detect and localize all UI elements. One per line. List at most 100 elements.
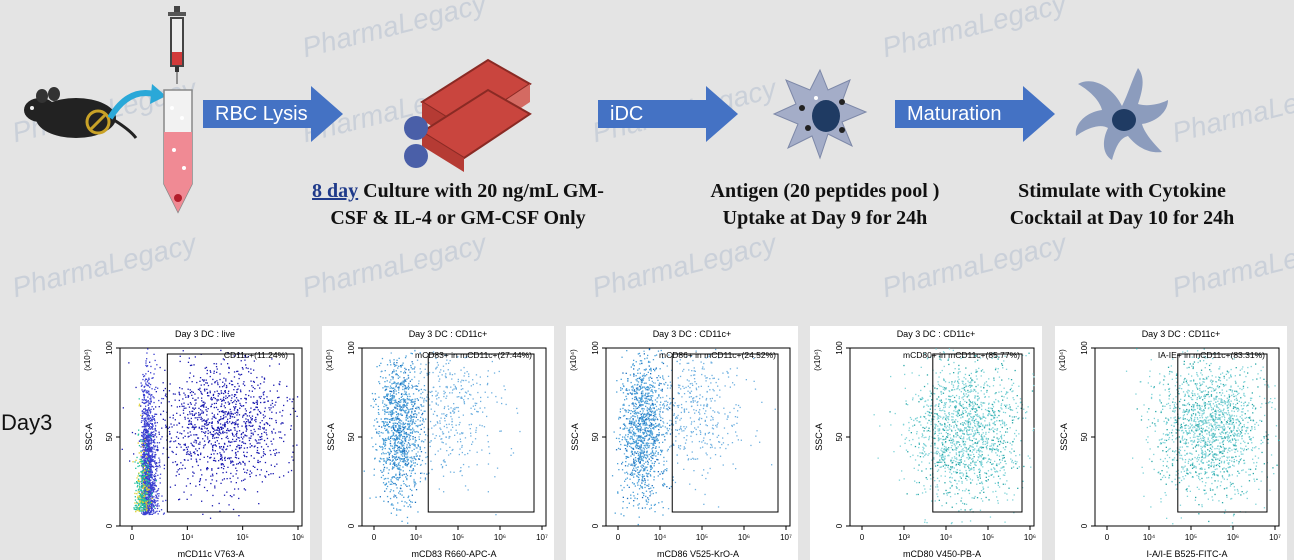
event-dot xyxy=(195,448,197,450)
event-dot xyxy=(201,420,203,422)
event-dot xyxy=(216,427,219,429)
event-dot xyxy=(652,452,654,454)
event-dot xyxy=(151,500,153,502)
event-dot xyxy=(661,472,664,475)
event-dot xyxy=(390,387,393,389)
event-dot xyxy=(248,437,250,439)
event-dot xyxy=(442,460,445,462)
event-dot xyxy=(627,393,629,395)
event-dot xyxy=(410,501,412,503)
event-dot xyxy=(279,431,282,433)
event-dot xyxy=(398,405,401,408)
event-dot xyxy=(244,422,247,424)
event-dot xyxy=(659,404,661,406)
event-dot xyxy=(223,447,225,449)
event-dot xyxy=(642,404,644,406)
event-dot xyxy=(160,402,162,404)
event-dot xyxy=(141,412,144,414)
event-dot xyxy=(148,423,150,425)
event-dot xyxy=(387,438,389,440)
event-dot xyxy=(470,423,472,426)
event-dot xyxy=(633,405,635,407)
event-dot xyxy=(162,500,164,502)
event-dot xyxy=(410,416,412,418)
event-dot xyxy=(143,412,145,415)
event-dot xyxy=(423,410,425,412)
event-dot xyxy=(145,383,147,386)
event-dot xyxy=(442,365,445,367)
event-dot xyxy=(390,479,392,481)
event-dot xyxy=(652,385,654,387)
event-dot xyxy=(635,441,637,444)
event-dot xyxy=(403,430,405,433)
event-dot xyxy=(145,448,147,450)
event-dot xyxy=(401,431,403,433)
event-dot xyxy=(185,485,188,487)
event-dot xyxy=(626,398,628,400)
event-dot xyxy=(155,495,157,497)
event-dot xyxy=(647,463,649,465)
event-dot xyxy=(266,437,269,440)
event-dot xyxy=(144,476,146,479)
event-dot xyxy=(147,469,150,471)
event-dot xyxy=(404,448,406,450)
event-dot xyxy=(276,452,278,454)
event-dot xyxy=(384,385,386,387)
event-dot xyxy=(143,477,145,479)
event-dot xyxy=(410,456,413,458)
event-dot xyxy=(221,438,223,440)
event-dot xyxy=(408,398,410,401)
event-dot xyxy=(383,442,385,444)
event-dot xyxy=(400,396,402,398)
event-dot xyxy=(393,363,395,365)
event-dot xyxy=(146,460,148,462)
event-dot xyxy=(241,433,243,435)
event-dot xyxy=(159,459,161,461)
event-dot xyxy=(176,431,179,433)
event-dot xyxy=(405,388,407,390)
event-dot xyxy=(144,475,146,478)
event-dot xyxy=(179,355,181,357)
event-dot xyxy=(245,398,247,401)
event-dot xyxy=(227,457,229,460)
event-dot xyxy=(231,441,233,443)
event-dot xyxy=(221,386,224,388)
event-dot xyxy=(213,457,216,459)
event-dot xyxy=(137,504,139,506)
event-dot xyxy=(420,409,422,411)
event-dot xyxy=(401,474,404,477)
event-dot xyxy=(487,396,489,398)
event-dot xyxy=(149,383,152,386)
event-dot xyxy=(455,387,457,389)
event-dot xyxy=(143,455,145,457)
event-dot xyxy=(158,406,160,408)
event-dot xyxy=(426,456,429,458)
event-dot xyxy=(402,466,404,468)
event-dot xyxy=(151,453,153,456)
event-dot xyxy=(279,381,281,383)
event-dot xyxy=(159,477,161,479)
event-dot xyxy=(468,373,470,375)
event-dot xyxy=(449,392,451,394)
event-dot xyxy=(158,462,160,464)
event-dot xyxy=(201,500,203,502)
event-dot xyxy=(142,484,144,486)
event-dot xyxy=(147,462,149,464)
x-axis-label: mCD83 R660-APC-A xyxy=(411,549,496,559)
event-dot xyxy=(401,494,403,496)
event-dot xyxy=(216,398,218,401)
event-dot xyxy=(394,450,396,452)
event-dot xyxy=(165,393,167,395)
event-dot xyxy=(237,423,239,425)
event-dot xyxy=(205,422,208,424)
event-dot xyxy=(154,368,156,370)
event-dot xyxy=(137,491,139,493)
event-dot xyxy=(259,428,261,430)
event-dot xyxy=(143,501,146,503)
event-dot xyxy=(421,459,424,462)
event-dot xyxy=(385,429,387,432)
event-dot xyxy=(135,509,137,511)
event-dot xyxy=(203,405,205,407)
event-dot xyxy=(141,463,143,465)
event-dot xyxy=(449,446,451,448)
